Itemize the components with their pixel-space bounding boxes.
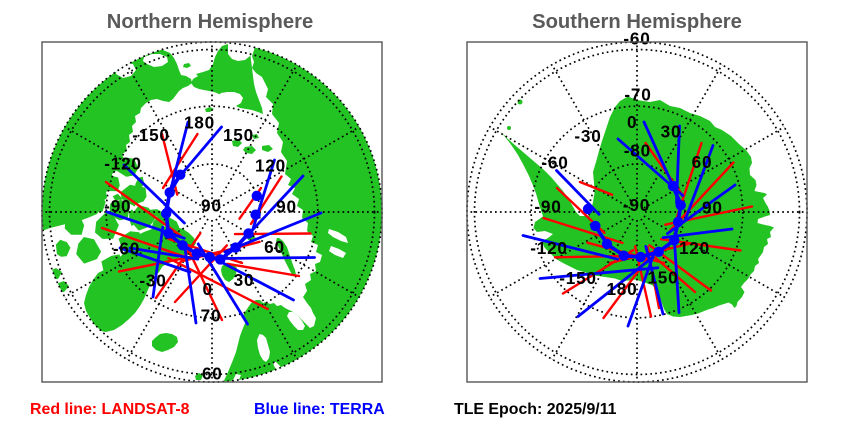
svg-text:90: 90 — [201, 195, 222, 215]
svg-text:60: 60 — [692, 152, 713, 172]
svg-text:60: 60 — [264, 237, 285, 257]
svg-text:-60: -60 — [541, 152, 568, 172]
svg-text:-30: -30 — [139, 270, 166, 290]
svg-text:-120: -120 — [530, 238, 568, 258]
svg-text:180: 180 — [184, 112, 215, 132]
svg-text:-60: -60 — [623, 28, 650, 48]
svg-text:30: 30 — [234, 270, 255, 290]
svg-text:Southern Hemisphere: Southern Hemisphere — [532, 11, 742, 33]
svg-text:TLE Epoch: 2025/9/11: TLE Epoch: 2025/9/11 — [454, 401, 617, 418]
svg-text:Blue line: TERRA: Blue line: TERRA — [254, 401, 385, 418]
svg-text:90: 90 — [276, 196, 297, 216]
svg-text:-150: -150 — [132, 125, 170, 145]
svg-text:90: 90 — [702, 197, 723, 217]
svg-text:-120: -120 — [104, 153, 142, 173]
svg-text:-70: -70 — [624, 84, 651, 104]
svg-text:70: 70 — [201, 305, 222, 325]
svg-text:150: 150 — [647, 267, 678, 287]
svg-text:Northern Hemisphere: Northern Hemisphere — [107, 11, 313, 33]
svg-text:30: 30 — [661, 121, 682, 141]
svg-text:120: 120 — [679, 238, 710, 258]
svg-text:-90: -90 — [623, 195, 650, 215]
svg-text:-80: -80 — [624, 141, 651, 161]
svg-text:-150: -150 — [559, 268, 597, 288]
svg-text:150: 150 — [223, 125, 254, 145]
svg-text:-60: -60 — [113, 239, 140, 259]
svg-text:Red line: LANDSAT-8: Red line: LANDSAT-8 — [30, 401, 190, 418]
svg-text:-90: -90 — [534, 196, 561, 216]
svg-text:120: 120 — [255, 155, 286, 175]
svg-text:-30: -30 — [574, 126, 601, 146]
svg-text:0: 0 — [203, 279, 213, 299]
svg-text:0: 0 — [627, 112, 637, 132]
svg-text:180: 180 — [606, 279, 637, 299]
svg-text:60: 60 — [202, 363, 223, 383]
svg-text:-90: -90 — [104, 196, 131, 216]
